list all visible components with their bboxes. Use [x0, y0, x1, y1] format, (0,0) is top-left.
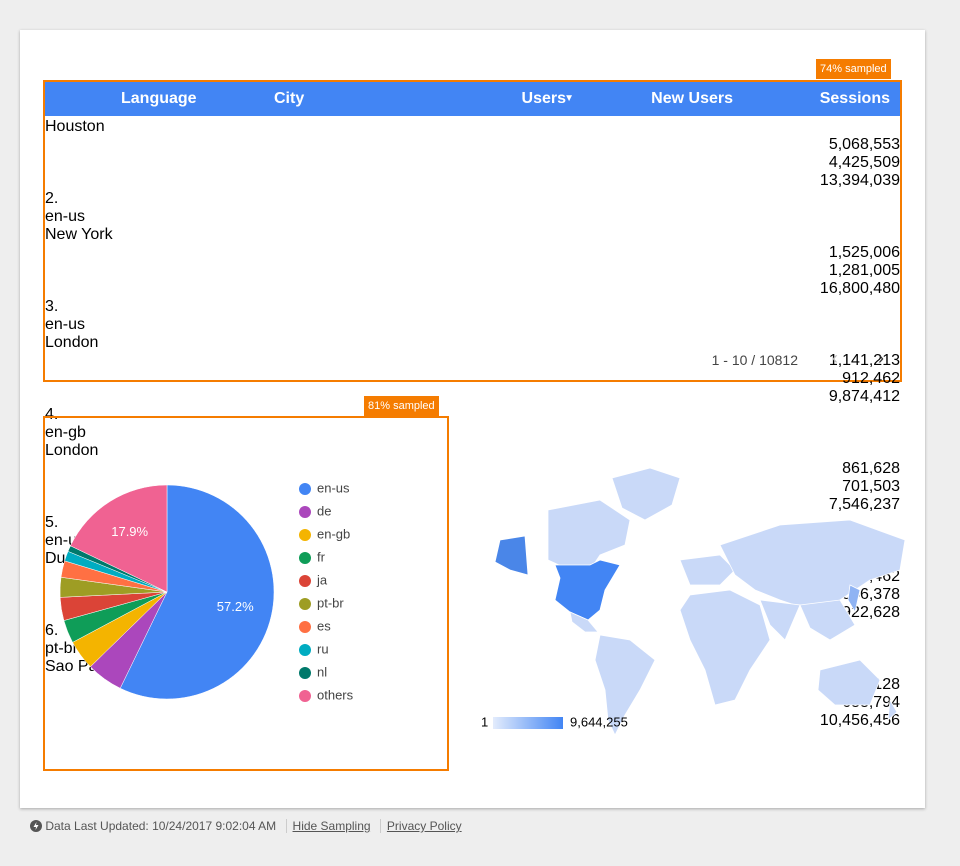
next-page[interactable]: › — [878, 348, 884, 368]
table-cell: Houston — [45, 118, 105, 135]
column-header: Users — [521, 90, 566, 107]
table-cell: pt-br — [45, 640, 78, 657]
table-row: 4. en-gb London 861,628 701,503 7,546,237 — [45, 406, 900, 514]
column-header: Sessions — [819, 90, 890, 107]
table-cell: 861,628 — [842, 460, 900, 477]
table-header: Language City Users New Users Sessions ▼ — [45, 82, 900, 116]
table-cell: 1,281,005 — [828, 262, 900, 279]
footer: Data Last Updated: 10/24/2017 9:02:04 AM… — [30, 818, 462, 834]
sampling-badge: 81% sampled — [364, 396, 439, 416]
table-cell: London — [45, 334, 99, 351]
table-cell: 2. — [45, 190, 59, 207]
table-cell: 10,456,456 — [819, 712, 900, 729]
table-cell: 3. — [45, 298, 59, 315]
column-header: City — [274, 90, 305, 107]
table-cell: 5,068,553 — [828, 136, 900, 153]
table-cell: 6. — [45, 622, 59, 639]
table-cell: 912,462 — [842, 370, 900, 387]
table-cell: London — [45, 442, 99, 459]
table-cell: 1,141,213 — [828, 352, 900, 369]
column-header: Language — [121, 90, 197, 107]
hide-sampling-link[interactable]: Hide Sampling — [285, 819, 371, 833]
table-cell: en-us — [45, 316, 86, 333]
table-cell: 701,503 — [842, 478, 900, 495]
privacy-policy-link[interactable]: Privacy Policy — [379, 819, 462, 833]
table-row: 2. en-us New York 1,525,006 1,281,005 16,800,… — [45, 190, 900, 298]
last-updated: Data Last Updated: 10/24/2017 9:02:04 AM — [45, 819, 277, 833]
table-cell: 1,525,006 — [828, 244, 900, 261]
table-cell: 9,874,412 — [828, 388, 900, 405]
table-cell: 7,546,237 — [828, 496, 900, 513]
table-cell: 4. — [45, 406, 59, 423]
table-cell: en-gb — [45, 424, 86, 441]
table-cell: 4,425,509 — [828, 154, 900, 171]
info-icon — [30, 820, 42, 832]
pie-chart-box — [43, 416, 449, 771]
column-header: New Users — [651, 90, 733, 107]
pagination: 1 - 10 / 10812 — [711, 352, 798, 368]
prev-page: ‹ — [832, 348, 838, 368]
table-cell: 13,394,039 — [819, 172, 900, 189]
table-cell: 5. — [45, 514, 59, 531]
table-cell: 16,800,480 — [819, 280, 900, 297]
table-cell: New York — [45, 226, 113, 243]
sort-arrow: ▼ — [564, 93, 574, 104]
table-row: 3. en-us London 1,141,213 912,462 9,874,412 — [45, 298, 900, 406]
table-cell: en-us — [45, 208, 86, 225]
sampling-badge: 74% sampled — [816, 59, 891, 79]
